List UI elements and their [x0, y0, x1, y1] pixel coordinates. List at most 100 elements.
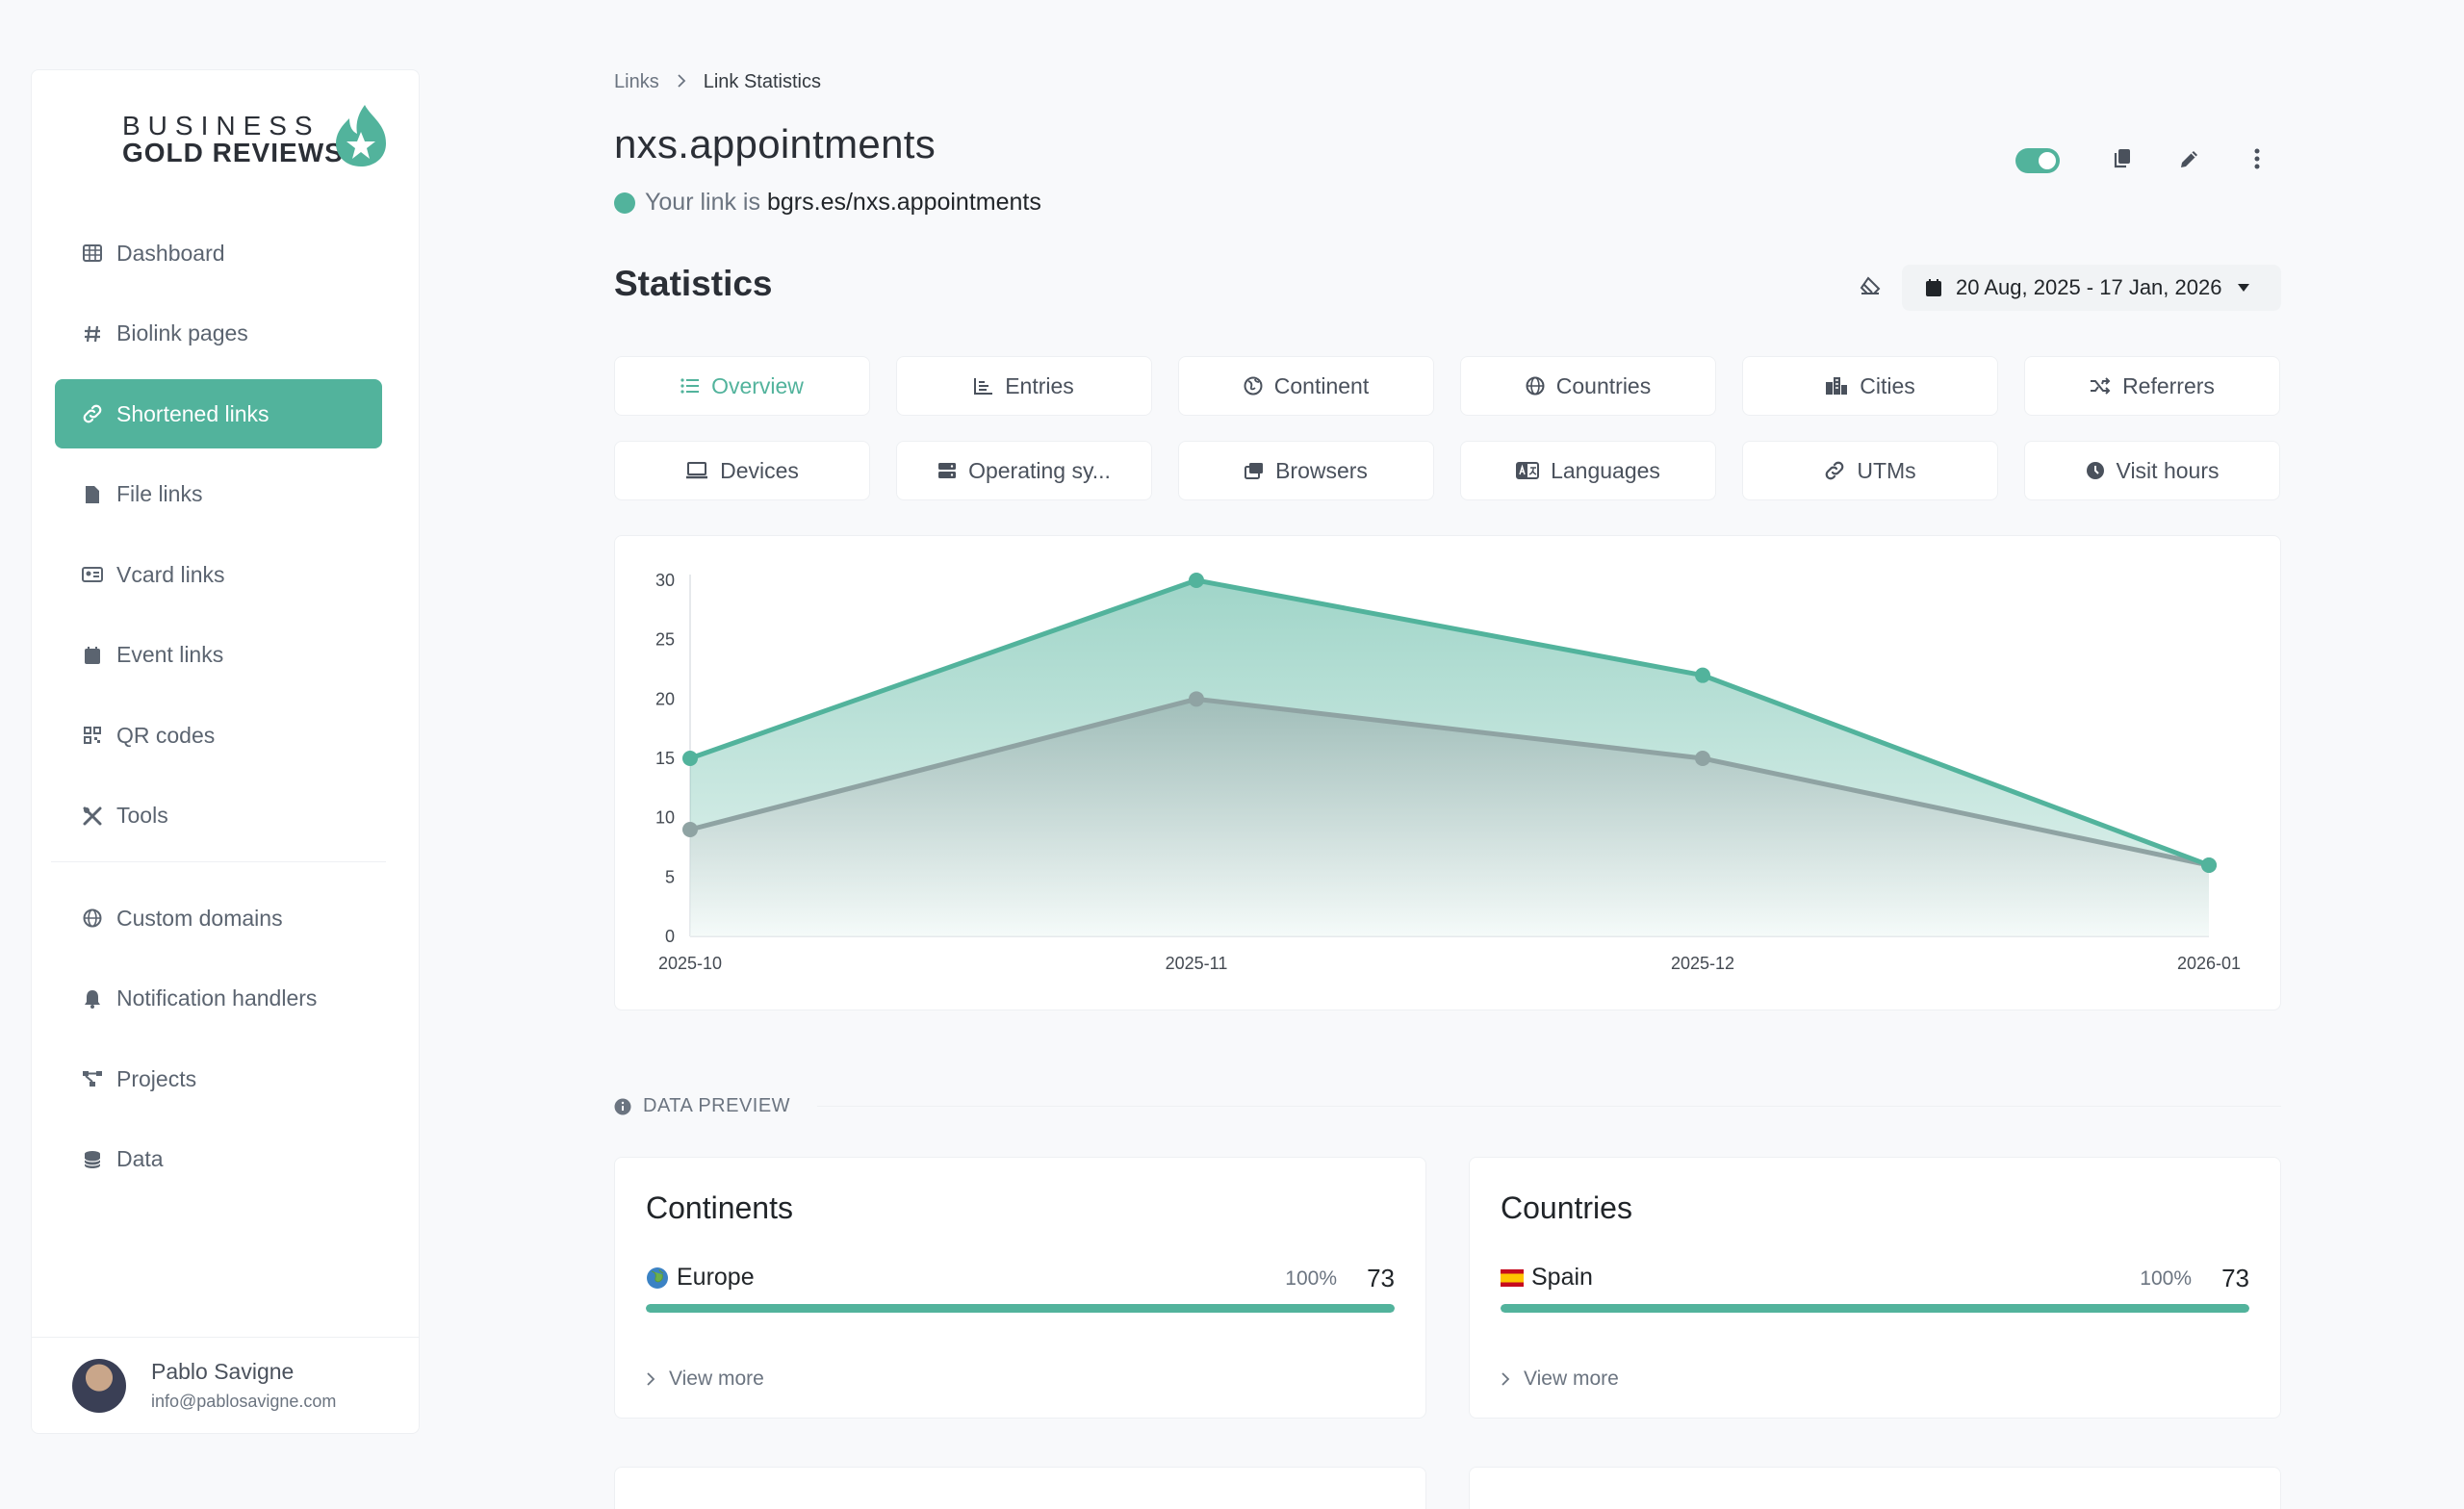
progress-fill	[646, 1304, 1395, 1313]
sidebar-item-label: Notification handlers	[116, 985, 318, 1010]
sidebar-item-tools[interactable]: Tools	[55, 781, 382, 851]
avatar	[72, 1359, 126, 1413]
sidebar-item-dashboard[interactable]: Dashboard	[55, 218, 382, 288]
sidebar-item-biolink-pages[interactable]: Biolink pages	[55, 299, 382, 369]
chevron-right-icon	[1501, 1372, 1510, 1386]
project-diagram-icon	[82, 1068, 103, 1089]
tab-label: Overview	[711, 372, 804, 398]
date-range-picker[interactable]: 20 Aug, 2025 - 17 Jan, 2026	[1902, 265, 2281, 311]
tab-continent[interactable]: Continent	[1178, 356, 1434, 416]
sidebar-item-projects[interactable]: Projects	[55, 1044, 382, 1113]
bell-icon	[82, 988, 103, 1010]
sidebar-item-event-links[interactable]: Event links	[55, 621, 382, 690]
eraser-icon	[1860, 275, 1881, 300]
calendar-icon	[82, 645, 103, 666]
sidebar-item-custom-domains[interactable]: Custom domains	[55, 883, 382, 953]
user-name: Pablo Savigne	[151, 1359, 295, 1384]
series-1-point	[2201, 857, 2217, 873]
sidebar-divider	[51, 861, 386, 862]
divider	[817, 1106, 2281, 1107]
qrcode-icon	[82, 725, 103, 746]
tab-operating-systems[interactable]: Operating sy...	[896, 441, 1152, 500]
countries-card: Countries Spain 100% 73 View more	[1469, 1157, 2281, 1419]
list-icon	[680, 378, 700, 394]
y-tick-label: 30	[655, 571, 675, 590]
sidebar-item-notification-handlers[interactable]: Notification handlers	[55, 964, 382, 1034]
tab-browsers[interactable]: Browsers	[1178, 441, 1434, 500]
sidebar-item-label: Shortened links	[116, 400, 270, 426]
spain-flag-icon	[1501, 1266, 1524, 1290]
y-tick-label: 10	[655, 808, 675, 828]
series-1-line	[689, 577, 2210, 868]
globe-europe-icon	[646, 1266, 669, 1290]
short-url[interactable]: bgrs.es/nxs.appointments	[766, 189, 1041, 216]
tab-overview[interactable]: Overview	[614, 356, 870, 416]
card-title: Countries	[1501, 1190, 1632, 1225]
view-more-label: View more	[1524, 1368, 1619, 1390]
progress-bar	[646, 1304, 1395, 1313]
card-title: Continents	[646, 1190, 793, 1225]
view-more-label: View more	[669, 1368, 764, 1390]
sidebar-item-vcard-links[interactable]: Vcard links	[55, 540, 382, 609]
link-enabled-toggle[interactable]	[2015, 148, 2060, 173]
series-2-point	[682, 822, 698, 837]
y-tick-label: 0	[665, 927, 675, 946]
chevron-right-icon	[677, 71, 686, 93]
data-preview-header: DATA PREVIEW	[614, 1095, 2281, 1117]
user-profile[interactable]: Pablo Savigne info@pablosavigne.com	[32, 1337, 419, 1433]
tab-devices[interactable]: Devices	[614, 441, 870, 500]
tab-entries[interactable]: Entries	[896, 356, 1152, 416]
list-item: Spain 100% 73	[1501, 1264, 2249, 1321]
tab-label: UTMs	[1857, 457, 1916, 483]
sidebar-item-label: Dashboard	[116, 240, 225, 266]
sidebar-item-label: Biolink pages	[116, 320, 248, 345]
tab-visit-hours[interactable]: Visit hours	[2024, 441, 2280, 500]
ellipsis-vertical-icon	[2254, 148, 2260, 174]
tab-referrers[interactable]: Referrers	[2024, 356, 2280, 416]
cities-card	[614, 1467, 1426, 1509]
hash-icon	[82, 323, 103, 345]
sidebar-item-shortened-links[interactable]: Shortened links	[55, 379, 382, 448]
x-tick-label: 2026-01	[2177, 954, 2241, 973]
globe-europe-icon	[1244, 376, 1263, 396]
server-icon	[937, 462, 957, 479]
tab-label: Continent	[1273, 372, 1370, 398]
status-dot	[614, 192, 635, 214]
copy-button[interactable]	[2098, 137, 2146, 185]
brand-line1: BUSINESS	[122, 111, 321, 141]
window-icon	[1245, 462, 1264, 479]
chevron-right-icon	[646, 1372, 655, 1386]
tab-label: Languages	[1551, 457, 1660, 483]
area-chart: 0 5 10 15 20 25 30 2025-10 2025-11 2025-12 2026-01	[655, 571, 2241, 973]
more-options-button[interactable]	[2233, 137, 2281, 185]
tab-utms[interactable]: UTMs	[1742, 441, 1998, 500]
tab-languages[interactable]: Languages	[1460, 441, 1716, 500]
page-title: nxs.appointments	[614, 121, 936, 166]
sidebar-item-file-links[interactable]: File links	[55, 460, 382, 529]
sidebar-item-qr-codes[interactable]: QR codes	[55, 701, 382, 770]
sidebar-item-data[interactable]: Data	[55, 1125, 382, 1194]
link-icon	[1824, 460, 1845, 481]
sidebar-nav: Dashboard Biolink pages Shortened links …	[51, 218, 386, 1205]
edit-button[interactable]	[2166, 137, 2214, 185]
clear-filters-button[interactable]	[1856, 273, 1885, 302]
sidebar-item-label: Custom domains	[116, 905, 283, 931]
user-email: info@pablosavigne.com	[151, 1392, 337, 1411]
copy-icon	[2113, 148, 2132, 174]
breadcrumb-links[interactable]: Links	[614, 71, 659, 92]
tab-label: Operating sy...	[968, 457, 1111, 483]
tab-label: Browsers	[1275, 457, 1368, 483]
view-more-link[interactable]: View more	[646, 1368, 764, 1391]
sidebar-item-label: File links	[116, 481, 203, 506]
series-1-point	[682, 751, 698, 766]
sidebar-item-label: QR codes	[116, 722, 216, 748]
tab-countries[interactable]: Countries	[1460, 356, 1716, 416]
brand-logo[interactable]: BUSINESS GOLD REVIEWS	[91, 103, 399, 180]
item-percent: 100%	[2140, 1267, 2192, 1290]
series-1-point	[1189, 573, 1204, 588]
tab-cities[interactable]: Cities	[1742, 356, 1998, 416]
random-icon	[2090, 377, 2111, 395]
view-more-link[interactable]: View more	[1501, 1368, 1619, 1391]
link-prefix: Your link is	[645, 189, 760, 216]
globe-icon	[82, 908, 103, 929]
